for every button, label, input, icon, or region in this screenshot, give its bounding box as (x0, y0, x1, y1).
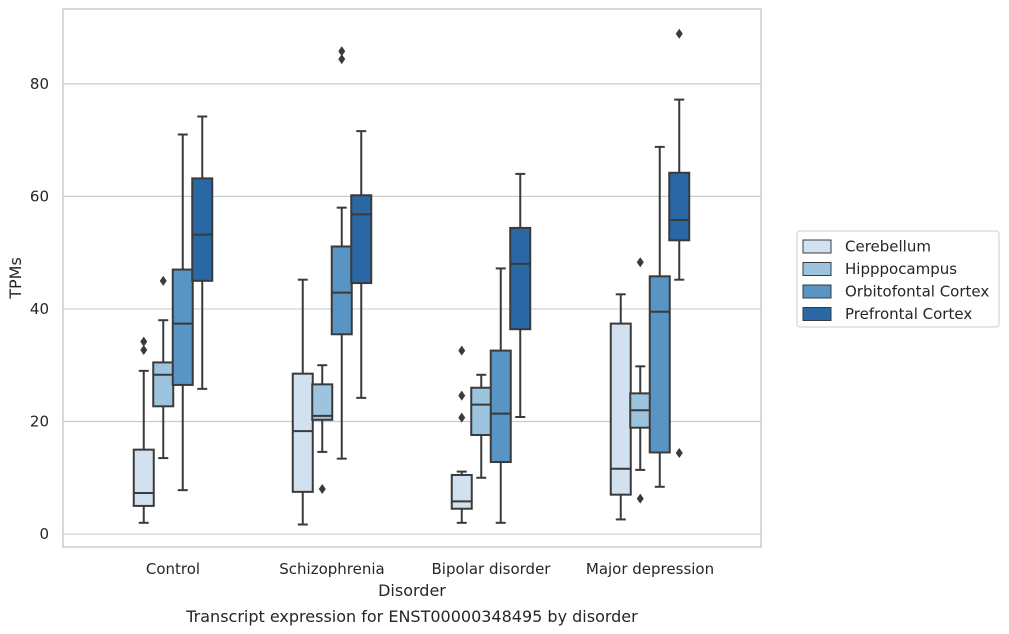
box-iqr (330, 245, 353, 336)
legend-frame (796, 230, 1000, 328)
x-tick-label: Major depression (586, 560, 714, 578)
y-tick-label: 0 (39, 525, 49, 543)
box-orbitofontal-cortex (330, 46, 353, 460)
outlier-point (318, 484, 326, 495)
y-tick-label: 80 (30, 75, 49, 93)
x-tick-label: Schizophrenia (279, 560, 384, 578)
outlier-point (675, 28, 683, 39)
box-cerebellum (291, 278, 314, 526)
box-prefrontal-cortex (668, 28, 691, 459)
box-iqr (489, 349, 512, 464)
box-hipppocampus (470, 373, 493, 479)
box-iqr (648, 275, 671, 454)
y-tick-labels: 0 20 40 60 80 (30, 75, 49, 543)
x-tick-labels: Control Schizophrenia Bipolar disorder Majo… (146, 560, 714, 578)
box-iqr (509, 226, 532, 331)
x-tick-label: Control (146, 560, 200, 578)
box-prefrontal-cortex (350, 130, 373, 399)
box-iqr (132, 448, 155, 507)
box-iqr (152, 361, 175, 408)
legend-label: Cerebellum (845, 238, 931, 256)
legend-swatch (802, 262, 832, 276)
legend-label: Prefrontal Cortex (845, 305, 972, 323)
box-iqr (668, 171, 691, 242)
y-tick-label: 20 (30, 413, 49, 431)
box-iqr (311, 383, 334, 421)
box-orbitofontal-cortex (171, 133, 194, 492)
legend: Cerebellum Hipppocampus Orbitofontal Corte… (796, 230, 1000, 328)
box-iqr (470, 386, 493, 437)
y-axis-label: TPMs (6, 257, 25, 300)
box-iqr (191, 177, 214, 282)
outlier-point (636, 257, 644, 268)
box-iqr (450, 473, 473, 510)
box-hipppocampus (152, 275, 175, 460)
outlier-point (675, 448, 683, 459)
y-tick-label: 60 (30, 187, 49, 205)
legend-label: Orbitofontal Cortex (845, 283, 989, 301)
box-prefrontal-cortex (509, 172, 532, 419)
box-cerebellum (609, 293, 632, 521)
legend-swatch (802, 284, 832, 299)
outlier-point (140, 336, 148, 347)
box-iqr (350, 194, 373, 285)
box-cerebellum (132, 336, 155, 524)
x-tick-label: Bipolar disorder (432, 560, 552, 578)
plot-frame (62, 8, 762, 548)
y-tick-label: 40 (30, 300, 49, 318)
outlier-point (338, 46, 346, 57)
outlier-point (458, 412, 466, 423)
box-iqr (291, 372, 314, 493)
x-axis-label: Disorder (378, 581, 446, 600)
box-prefrontal-cortex (191, 115, 214, 390)
outlier-point (458, 345, 466, 356)
legend-swatch (802, 307, 832, 321)
outlier-point (458, 390, 466, 401)
box-iqr (171, 268, 194, 386)
outlier-point (338, 54, 346, 65)
outlier-point (140, 345, 148, 356)
legend-swatch (802, 239, 832, 254)
outlier-point (159, 275, 167, 286)
box-hipppocampus (311, 364, 334, 495)
boxes (132, 28, 691, 526)
box-orbitofontal-cortex (648, 145, 671, 488)
legend-label: Hipppocampus (845, 260, 957, 278)
box-hipppocampus (629, 257, 652, 504)
box-cerebellum (450, 345, 473, 524)
outlier-point (636, 493, 644, 504)
chart-caption: Transcript expression for ENST0000034849… (185, 607, 638, 626)
box-orbitofontal-cortex (489, 267, 512, 524)
